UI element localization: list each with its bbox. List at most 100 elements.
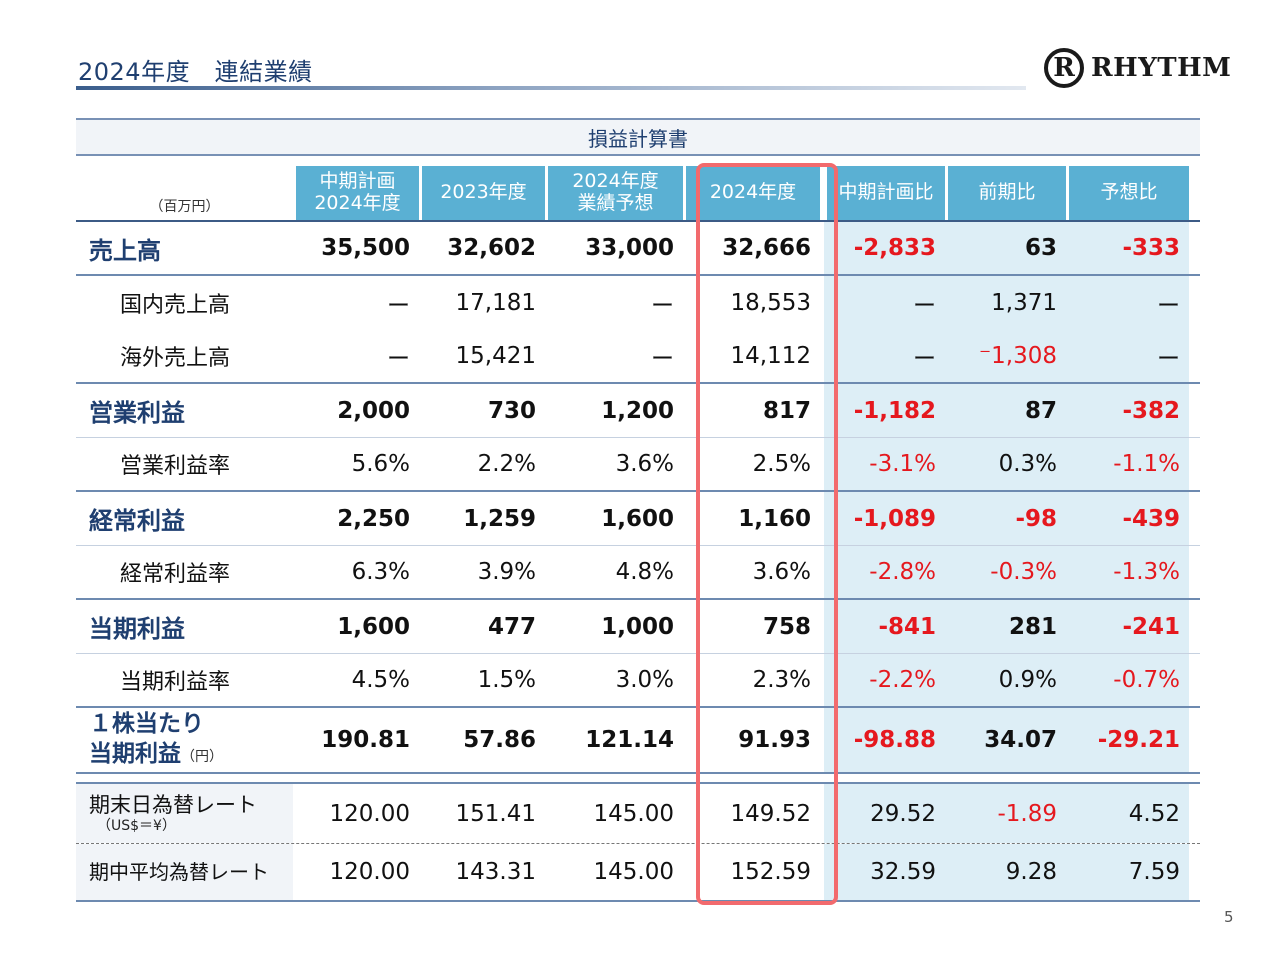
table-cell: -0.3% (945, 546, 1066, 598)
table-row-net-margin: 当期利益率 4.5% 1.5% 3.0% 2.3% -2.2% 0.9% -0.… (76, 654, 1200, 708)
table-cell: 2.5% (752, 451, 811, 477)
table-cell: 145.00 (593, 800, 674, 827)
row-label: １株当たり 当期利益（円） (76, 708, 293, 772)
table-cell: 149.52 (730, 800, 811, 827)
table-cell: -1.89 (945, 784, 1066, 843)
table-cell: 6.3% (351, 559, 410, 585)
row-label: 経常利益 (89, 507, 185, 535)
table-cell: 4.5% (351, 667, 410, 693)
table-cell: 2.2% (477, 451, 536, 477)
table-cell: 0.3% (945, 438, 1066, 490)
table-cell: 190.81 (321, 727, 410, 753)
table-cell: -1.1% (1066, 438, 1189, 490)
table-cell: 5.6% (351, 451, 410, 477)
table-cell: ー (387, 293, 410, 319)
table-cell: 29.52 (824, 784, 945, 843)
col-header-vs-forecast: 予想比 (1066, 166, 1189, 220)
row-label-line2: 当期利益（円） (89, 741, 223, 767)
row-label: 売上高 (89, 236, 161, 265)
table-cell: 151.41 (455, 800, 536, 827)
page-number: 5 (1224, 908, 1234, 926)
table-cell: 2,000 (337, 397, 410, 424)
table-cell: 3.0% (615, 667, 674, 693)
table-cell: 121.14 (585, 727, 674, 753)
table-row-ordinary-profit: 経常利益 2,250 1,259 1,600 1,160 -1,089 -98 … (76, 492, 1200, 546)
table-cell: -439 (1066, 492, 1189, 545)
company-logo: R RHYTHM (1044, 48, 1231, 88)
table-cell: 758 (762, 613, 811, 640)
table-cell: 32.59 (824, 844, 945, 900)
table-caption: 損益計算書 (76, 118, 1200, 156)
row-label-line1: １株当たり (89, 711, 204, 738)
table-cell: ー (1066, 330, 1189, 382)
table-row-fx-period-end: 期末日為替レート （US$＝¥） 120.00 151.41 145.00 14… (76, 784, 1200, 844)
table-cell: ー (387, 346, 410, 372)
row-label: 期末日為替レート （US$＝¥） (76, 784, 293, 843)
table-cell: 152.59 (730, 859, 811, 885)
table-cell: -382 (1066, 384, 1189, 437)
table-cell: -2,833 (824, 222, 945, 274)
table-cell: 3.6% (752, 559, 811, 585)
table-cell: 15,421 (455, 343, 536, 369)
unit-label: （百万円） (149, 199, 220, 215)
row-label: 国内売上高 (120, 293, 231, 318)
page-title: 2024年度 連結業績 (78, 58, 313, 86)
logo-text: RHYTHM (1091, 53, 1232, 83)
table-cell: 1,200 (601, 397, 674, 424)
title-underline (76, 86, 1026, 90)
table-cell: -29.21 (1066, 708, 1189, 772)
table-cell: 3.6% (615, 451, 674, 477)
table-cell: ー (824, 330, 945, 382)
table-cell: ー (1066, 276, 1189, 330)
row-label: 海外売上高 (120, 346, 231, 371)
table-cell: 87 (945, 384, 1066, 437)
table-cell: 281 (945, 600, 1066, 653)
table-cell: 730 (487, 397, 536, 424)
row-label: 経常利益率 (120, 562, 231, 587)
table-cell: 7.59 (1066, 844, 1189, 900)
table-row-domestic-sales: 国内売上高 ー 17,181 ー 18,553 ー 1,371 ー (76, 276, 1200, 330)
logo-mark-icon: R (1044, 48, 1084, 88)
table-cell: -1,182 (824, 384, 945, 437)
table-cell: 120.00 (329, 859, 410, 885)
row-label: 営業利益 (89, 399, 185, 427)
table-cell: 17,181 (455, 290, 536, 316)
row-label: 期中平均為替レート (76, 844, 293, 900)
table-cell: ⁻1,308 (945, 330, 1066, 382)
table-cell: 2.3% (752, 667, 811, 693)
table-cell: -98.88 (824, 708, 945, 772)
table-header-row: （百万円） 中期計画 2024年度 2023年度 2024年度 業績予想 202… (76, 166, 1200, 222)
table-cell: -3.1% (824, 438, 945, 490)
income-statement-table: 損益計算書 （百万円） 中期計画 2024年度 2023年度 2024年度 業績… (76, 118, 1200, 902)
table-row-operating-profit: 営業利益 2,000 730 1,200 817 -1,182 87 -382 (76, 384, 1200, 438)
row-label: 当期利益 (89, 615, 185, 643)
table-cell: -2.8% (824, 546, 945, 598)
table-cell: -841 (824, 600, 945, 653)
table-cell: 9.28 (945, 844, 1066, 900)
table-cell: 145.00 (593, 859, 674, 885)
col-header-vs-prior-year: 前期比 (945, 166, 1066, 220)
table-cell: -1,089 (824, 492, 945, 545)
table-cell: 1,000 (601, 613, 674, 640)
table-cell: 3.9% (477, 559, 536, 585)
table-cell: 63 (945, 222, 1066, 274)
table-cell: 1,600 (337, 613, 410, 640)
table-cell: 32,666 (722, 235, 811, 261)
table-cell: 0.9% (945, 654, 1066, 706)
table-cell: 18,553 (730, 290, 811, 316)
table-cell: 34.07 (945, 708, 1066, 772)
row-label-unit: （円） (181, 749, 223, 765)
table-cell: 2,250 (337, 505, 410, 532)
table-cell: 1,160 (738, 505, 811, 532)
col-header-fy2024-actual: 2024年度 (683, 166, 820, 220)
table-cell: 57.86 (463, 727, 536, 753)
table-cell: 1,600 (601, 505, 674, 532)
table-cell: 1.5% (477, 667, 536, 693)
table-cell: -333 (1066, 222, 1189, 274)
row-label-unit: （US$＝¥） (97, 817, 176, 834)
table-cell: 4.8% (615, 559, 674, 585)
row-label: 当期利益率 (120, 670, 231, 695)
table-cell: ー (651, 293, 674, 319)
table-cell: 4.52 (1066, 784, 1189, 843)
table-row-ordinary-margin: 経常利益率 6.3% 3.9% 4.8% 3.6% -2.8% -0.3% -1… (76, 546, 1200, 600)
